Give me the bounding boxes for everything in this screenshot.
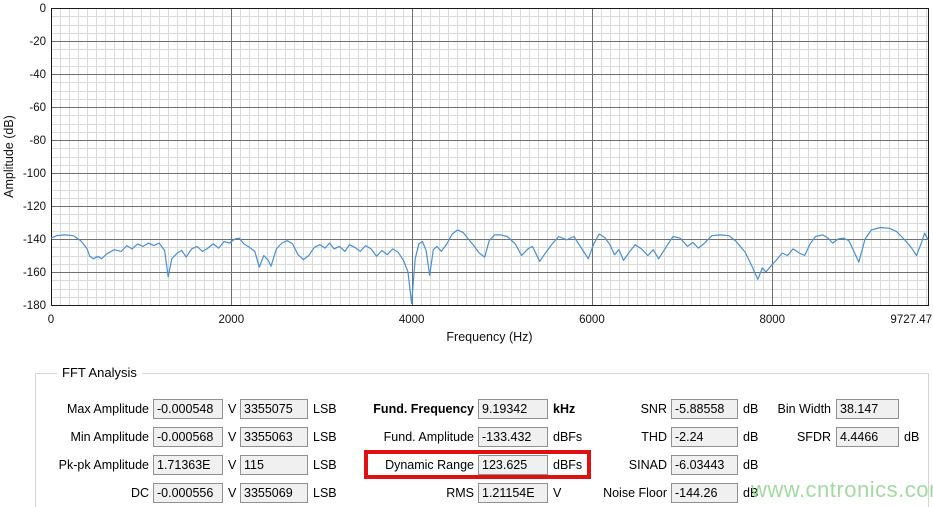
max-amplitude-v-input[interactable] (153, 399, 223, 419)
sinad-unit: dB (743, 458, 759, 472)
svg-text:-100: -100 (23, 168, 46, 180)
dc-lsb-unit: LSB (313, 486, 337, 500)
svg-text:-180: -180 (23, 300, 46, 312)
dynamic-range-input[interactable] (478, 455, 548, 475)
rms-input[interactable] (478, 483, 548, 503)
major-gridlines (51, 8, 929, 306)
pkpk-amplitude-lsb-unit: LSB (313, 458, 337, 472)
min-amplitude-lsb-input[interactable] (240, 427, 308, 447)
min-amplitude-v-input[interactable] (153, 427, 223, 447)
rms-unit: V (553, 486, 562, 500)
noise-floor-unit: dB (743, 486, 759, 500)
fft-analysis-groupbox: FFT Analysis Max Amplitude V LSB Min Amp… (35, 365, 929, 507)
fund-amplitude-label: Fund. Amplitude (383, 430, 474, 444)
min-amplitude-lsb-unit: LSB (313, 430, 337, 444)
dc-v-unit: V (228, 486, 237, 500)
sinad-input[interactable] (671, 455, 738, 475)
snr-unit: dB (743, 402, 759, 416)
max-amplitude-v-unit: V (228, 402, 237, 416)
svg-text:2000: 2000 (219, 314, 245, 326)
sinad-label: SINAD (628, 458, 667, 472)
svg-text:0: 0 (48, 314, 54, 326)
dynamic-range-unit: dBFs (553, 458, 583, 472)
max-amplitude-lsb-unit: LSB (313, 402, 337, 416)
pkpk-amplitude-lsb-input[interactable] (240, 455, 308, 475)
svg-text:0: 0 (40, 3, 46, 15)
pkpk-amplitude-v-unit: V (228, 458, 237, 472)
fund-frequency-input[interactable] (478, 399, 548, 419)
bin-width-input[interactable] (836, 399, 899, 419)
bin-width-label: Bin Width (777, 402, 832, 416)
svg-text:9727.47: 9727.47 (890, 314, 932, 326)
fft-analysis-title: FFT Analysis (57, 365, 142, 381)
noise-floor-label: Noise Floor (603, 486, 667, 500)
rms-label: RMS (446, 486, 474, 500)
fund-amplitude-input[interactable] (478, 427, 548, 447)
dc-v-input[interactable] (153, 483, 223, 503)
svg-text:-20: -20 (29, 36, 46, 48)
fund-amplitude-unit: dBFs (553, 430, 583, 444)
min-amplitude-label: Min Amplitude (70, 430, 149, 444)
thd-label: THD (641, 430, 667, 444)
sfdr-input[interactable] (836, 427, 899, 447)
thd-input[interactable] (671, 427, 738, 447)
fund-frequency-unit: kHz (553, 402, 576, 416)
dc-lsb-input[interactable] (240, 483, 308, 503)
fund-frequency-label: Fund. Frequency (373, 402, 474, 416)
sfdr-unit: dB (904, 430, 920, 444)
svg-text:6000: 6000 (579, 314, 605, 326)
y-axis-label: Amplitude (dB) (2, 115, 16, 198)
spectrum-trace (50, 226, 929, 304)
dc-label: DC (130, 486, 149, 500)
snr-input[interactable] (671, 399, 738, 419)
svg-text:-60: -60 (29, 102, 46, 114)
noise-floor-input[interactable] (671, 483, 738, 503)
pkpk-amplitude-label: Pk-pk Amplitude (58, 458, 149, 472)
svg-text:-80: -80 (29, 135, 46, 147)
x-axis-label: Frequency (Hz) (446, 330, 532, 344)
watermark-text: www.cntronics.com (751, 477, 933, 502)
svg-text:-120: -120 (23, 201, 46, 213)
svg-text:-140: -140 (23, 234, 46, 246)
min-amplitude-v-unit: V (228, 430, 237, 444)
snr-label: SNR (640, 402, 667, 416)
thd-unit: dB (743, 430, 759, 444)
max-amplitude-lsb-input[interactable] (240, 399, 308, 419)
dynamic-range-label: Dynamic Range (385, 458, 474, 472)
svg-text:-40: -40 (29, 69, 46, 81)
minor-gridlines (51, 8, 928, 306)
plot-border (51, 8, 929, 306)
svg-text:8000: 8000 (759, 314, 785, 326)
svg-text:-160: -160 (23, 267, 46, 279)
pkpk-amplitude-v-input[interactable] (153, 455, 223, 475)
svg-text:4000: 4000 (399, 314, 425, 326)
sfdr-label: SFDR (796, 430, 831, 444)
max-amplitude-label: Max Amplitude (67, 402, 149, 416)
